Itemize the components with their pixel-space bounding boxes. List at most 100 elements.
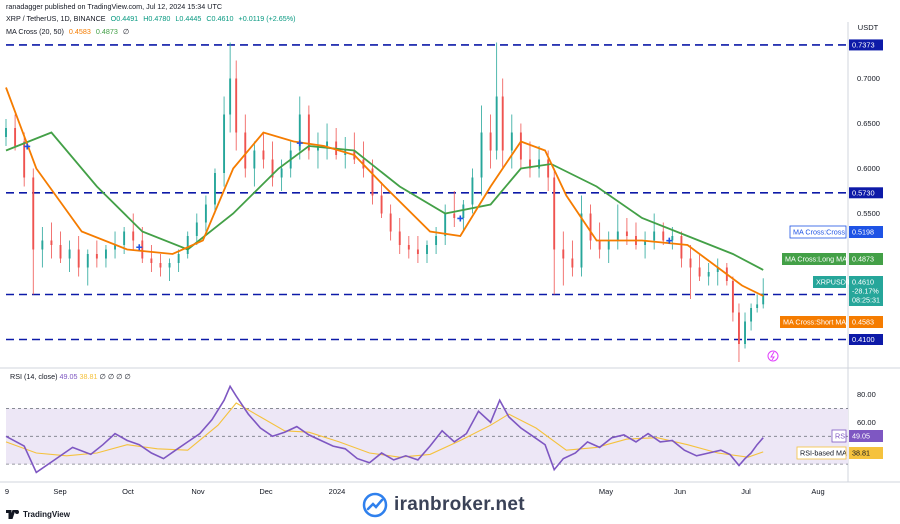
rsi-pane[interactable] bbox=[5, 384, 848, 474]
candle[interactable] bbox=[501, 96, 504, 151]
candle[interactable] bbox=[680, 236, 683, 259]
time-axis[interactable]: 9 Sep Oct Nov Dec 2024 May Jun Jul Aug bbox=[5, 487, 825, 496]
candle[interactable] bbox=[625, 231, 628, 237]
candle[interactable] bbox=[326, 141, 329, 147]
candle[interactable] bbox=[132, 231, 135, 241]
candle[interactable] bbox=[547, 159, 550, 178]
candle[interactable] bbox=[480, 132, 483, 178]
candle[interactable] bbox=[229, 78, 232, 115]
candle[interactable] bbox=[32, 177, 35, 250]
candle[interactable] bbox=[495, 96, 498, 151]
candle[interactable] bbox=[762, 293, 765, 305]
candle[interactable] bbox=[598, 240, 601, 250]
candle[interactable] bbox=[750, 308, 753, 322]
candle[interactable] bbox=[744, 321, 746, 345]
candle[interactable] bbox=[262, 150, 265, 160]
candle[interactable] bbox=[589, 213, 592, 241]
candle[interactable] bbox=[86, 254, 89, 268]
candle[interactable] bbox=[407, 245, 410, 250]
candle[interactable] bbox=[738, 312, 740, 345]
candle[interactable] bbox=[214, 173, 216, 205]
candle[interactable] bbox=[5, 128, 7, 137]
ma-cross-marker[interactable] bbox=[24, 143, 31, 150]
candle[interactable] bbox=[204, 204, 207, 223]
candle[interactable] bbox=[41, 240, 44, 250]
candle[interactable] bbox=[698, 267, 701, 277]
candle[interactable] bbox=[59, 245, 62, 259]
candle[interactable] bbox=[707, 272, 710, 277]
candle[interactable] bbox=[398, 231, 401, 246]
candle[interactable] bbox=[159, 263, 162, 268]
rsi-line[interactable] bbox=[5, 384, 764, 474]
candle[interactable] bbox=[95, 254, 98, 259]
price-axis[interactable]: USDT0.70000.65000.60000.55000.50000.7373… bbox=[780, 23, 883, 460]
candle[interactable] bbox=[444, 213, 447, 237]
candle[interactable] bbox=[580, 213, 583, 268]
candle[interactable] bbox=[271, 159, 274, 178]
candle[interactable] bbox=[253, 150, 256, 169]
candle[interactable] bbox=[298, 114, 301, 151]
symbol-title[interactable]: XRP / TetherUS, 1D, BINANCE bbox=[6, 14, 106, 23]
lightning-alert-icon[interactable] bbox=[767, 350, 779, 362]
candle[interactable] bbox=[195, 222, 198, 237]
candle[interactable] bbox=[756, 304, 759, 308]
candle[interactable] bbox=[435, 236, 438, 245]
candle[interactable] bbox=[317, 146, 319, 151]
candle[interactable] bbox=[616, 231, 619, 241]
ma-cross-marker[interactable] bbox=[457, 215, 464, 222]
candle[interactable] bbox=[371, 168, 374, 196]
candle[interactable] bbox=[519, 132, 522, 160]
candle[interactable] bbox=[510, 132, 513, 151]
candle[interactable] bbox=[731, 281, 734, 313]
candle[interactable] bbox=[426, 245, 428, 254]
ma-short-line[interactable] bbox=[5, 87, 764, 297]
candle[interactable] bbox=[50, 240, 53, 246]
candle[interactable] bbox=[462, 204, 465, 219]
candle[interactable] bbox=[177, 254, 180, 263]
candle[interactable] bbox=[23, 141, 26, 178]
candle[interactable] bbox=[223, 114, 226, 174]
candle[interactable] bbox=[471, 177, 474, 205]
candle[interactable] bbox=[553, 177, 556, 250]
ma-cross-marker[interactable] bbox=[296, 140, 303, 147]
candle[interactable] bbox=[141, 240, 144, 259]
candle[interactable] bbox=[114, 245, 116, 250]
candle[interactable] bbox=[104, 249, 107, 259]
candle[interactable] bbox=[653, 231, 656, 241]
candle[interactable] bbox=[380, 195, 383, 214]
candle[interactable] bbox=[150, 258, 153, 264]
ma-long-line[interactable] bbox=[5, 131, 764, 271]
candle[interactable] bbox=[168, 263, 171, 268]
candle[interactable] bbox=[280, 168, 283, 178]
candle[interactable] bbox=[529, 159, 531, 169]
rsi-legend[interactable]: RSI (14, close) 49.05 38.81 ∅ ∅ ∅ ∅ bbox=[10, 372, 131, 381]
candle[interactable] bbox=[607, 240, 610, 250]
candle[interactable] bbox=[416, 249, 419, 255]
candle[interactable] bbox=[123, 231, 126, 246]
candle[interactable] bbox=[389, 213, 392, 232]
candle[interactable] bbox=[307, 114, 310, 151]
candle[interactable] bbox=[644, 240, 647, 246]
candle[interactable] bbox=[662, 231, 665, 241]
candle[interactable] bbox=[453, 213, 456, 219]
candle[interactable] bbox=[571, 258, 574, 268]
tradingview-brand[interactable]: TradingView bbox=[6, 510, 70, 519]
candle[interactable] bbox=[716, 267, 719, 273]
candle[interactable] bbox=[689, 258, 692, 268]
candle[interactable] bbox=[489, 132, 492, 151]
currency-label[interactable]: USDT bbox=[858, 23, 879, 32]
candle[interactable] bbox=[235, 78, 238, 133]
ma-cross-marker[interactable] bbox=[136, 244, 143, 251]
ma-cross-marker[interactable] bbox=[666, 237, 673, 244]
main-pane[interactable] bbox=[5, 42, 848, 363]
candle[interactable] bbox=[244, 132, 247, 169]
candle[interactable] bbox=[186, 236, 189, 254]
candle[interactable] bbox=[68, 249, 71, 259]
ma-legend[interactable]: MA Cross (20, 50) 0.4583 0.4873 ∅ bbox=[6, 27, 132, 36]
candle[interactable] bbox=[671, 236, 674, 241]
candle[interactable] bbox=[562, 249, 565, 259]
candle[interactable] bbox=[538, 159, 541, 169]
candle[interactable] bbox=[14, 128, 17, 146]
candle[interactable] bbox=[77, 249, 80, 268]
